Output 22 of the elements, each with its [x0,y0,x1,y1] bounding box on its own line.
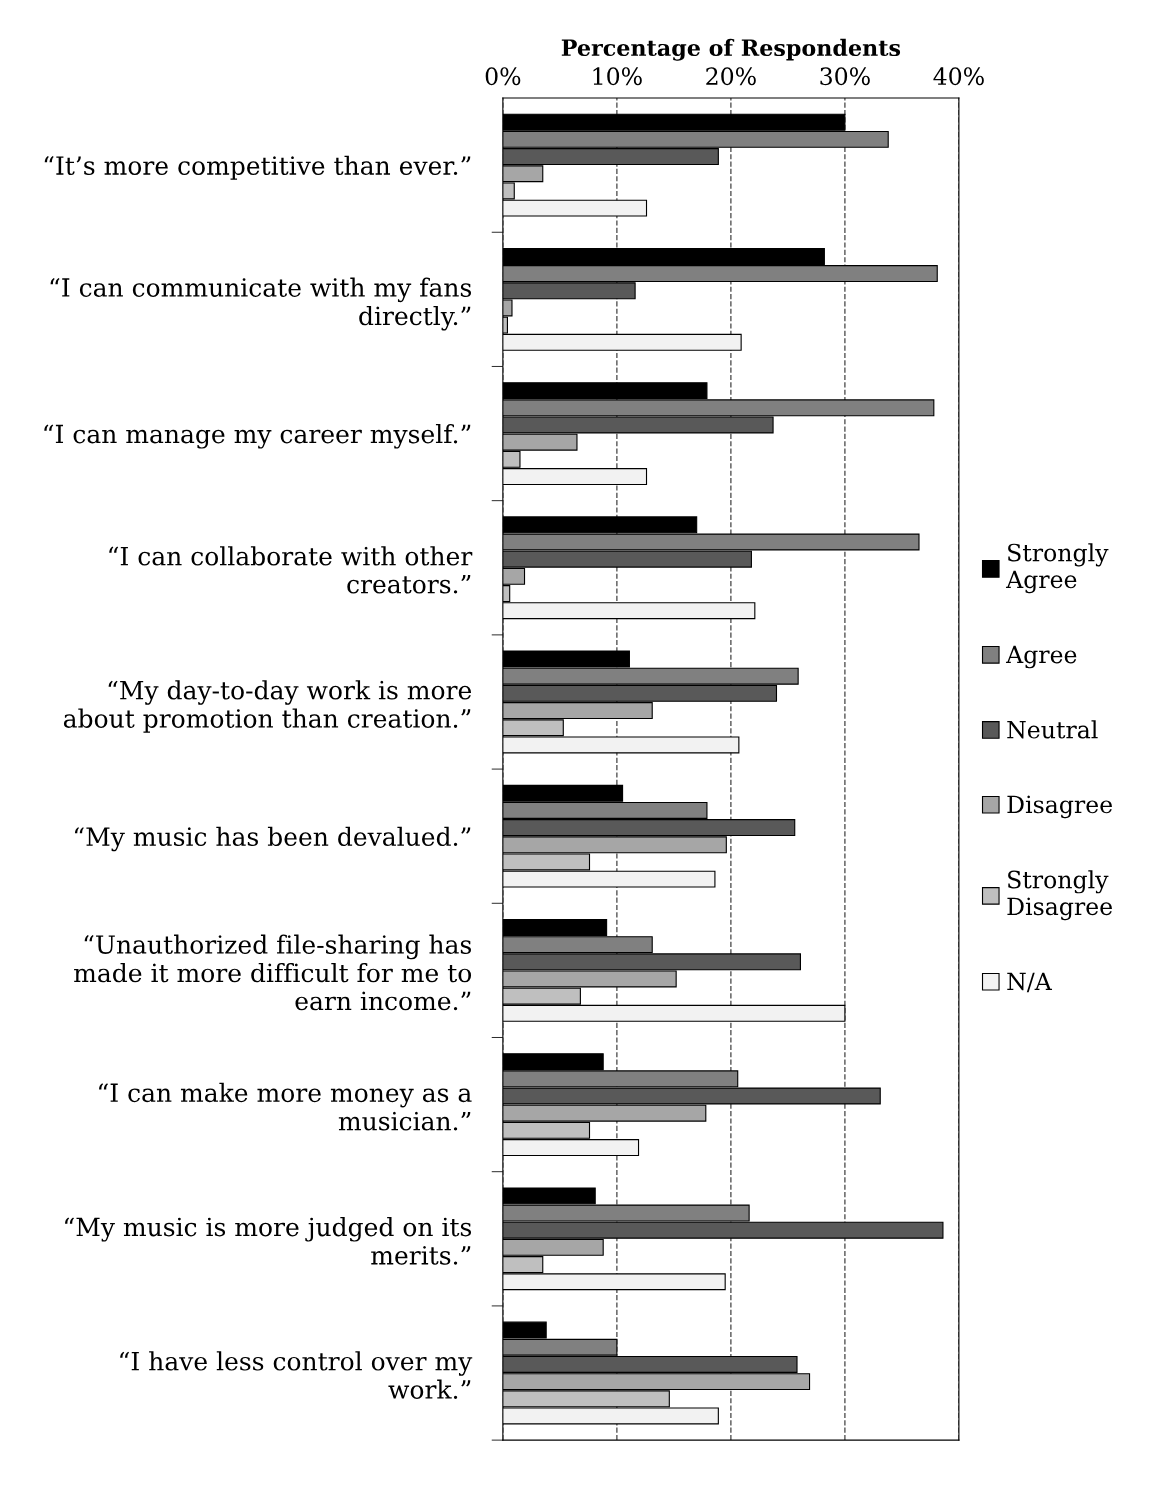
y-tick-label: “My music has been devalued.” [74,826,471,852]
x-axis-title: Percentage of Respondents [561,38,901,61]
y-tick-label: “I can make more money as a musician.” [99,1082,472,1131]
legend-label: Strongly Disagree [1007,870,1112,921]
legend-label: Strongly Agree [1005,543,1109,594]
legend-label: Disagree [1007,795,1112,819]
y-tick-label: “I can collaborate with other creators.” [109,546,473,594]
y-tick-label: “My music is more judged on its merits.” [65,1217,472,1265]
legend-label: N/A [1007,972,1053,993]
legend-label: Neutral [1007,720,1098,739]
x-tick-label: 20% [706,67,756,86]
x-tick-label: 30% [820,67,870,86]
y-tick-label: “My day-to-day work is more about promotion than creation.” [63,680,472,733]
y-tick-label: “Unauthorized file-sharing has made it more difficult for me to earn income.” [74,934,472,1011]
y-tick-label: “I can communicate with my fans directly.” [50,277,472,331]
y-tick-label: “It’s more competitive than ever.” [44,155,471,180]
x-tick-label: 40% [933,67,984,86]
legend-label: Agree [1005,645,1077,669]
x-tick-label: 0% [485,67,521,86]
x-tick-label: 10% [593,67,642,86]
y-tick-label: “I can manage my career myself.” [44,424,471,449]
y-tick-label: “I have less control over my work.” [120,1351,473,1399]
